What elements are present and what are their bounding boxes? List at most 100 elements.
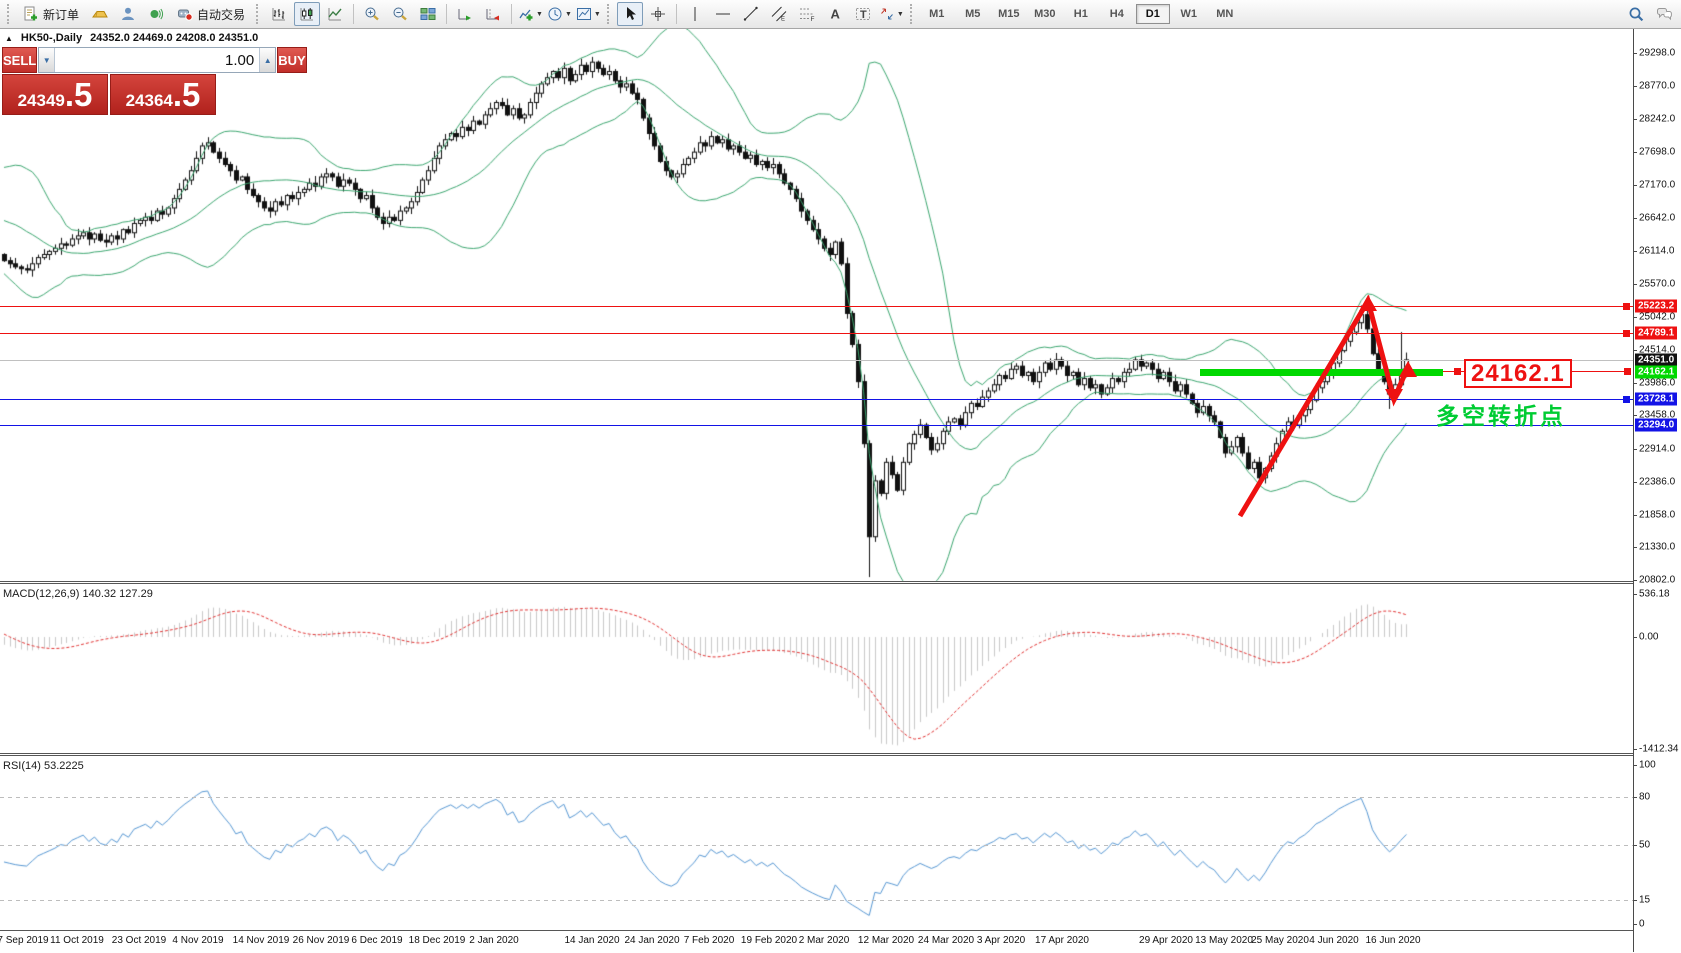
date-axis-label: 14 Jan 2020 [564, 935, 620, 946]
tile-windows-button[interactable] [415, 2, 441, 26]
price-axis-label: 28770.0 [1639, 80, 1676, 92]
chevron-down-icon[interactable]: ▼ [536, 10, 543, 18]
search-button[interactable] [1623, 2, 1649, 26]
profile-button[interactable] [115, 2, 141, 26]
price-axis-label: 25570.0 [1639, 278, 1676, 290]
date-axis-label: 13 May 2020 [1195, 935, 1253, 946]
price-annotation-box[interactable]: 24162.1 [1464, 359, 1572, 388]
macd-axis-label: -1412.34 [1639, 743, 1679, 755]
timeframe-h1[interactable]: H1 [1073, 8, 1088, 20]
periods-button[interactable]: ▼ [546, 2, 573, 26]
date-axis-label: 25 May 2020 [1251, 935, 1309, 946]
price-axis-value-box: 24162.1 [1635, 365, 1678, 379]
indicators-button[interactable]: ▼ [517, 2, 544, 26]
macd-axis-label: 0.00 [1639, 631, 1659, 643]
volume-input[interactable] [55, 48, 260, 72]
crosshair-button[interactable] [645, 2, 671, 26]
sell-price-box[interactable]: 24349 .5 [2, 74, 108, 115]
news-button[interactable] [143, 2, 169, 26]
text-button[interactable]: A [822, 2, 848, 26]
price-chart-canvas[interactable] [0, 29, 1633, 952]
timeframe-mn[interactable]: MN [1216, 8, 1234, 20]
cursor-button[interactable] [616, 2, 643, 26]
line-chart-button[interactable] [322, 2, 348, 26]
new-order-button[interactable]: 新订单 [17, 2, 85, 26]
price-axis-label: 21858.0 [1639, 509, 1676, 521]
horizontal-line-button[interactable] [710, 2, 736, 26]
volume-increase-button[interactable]: ▲ [259, 48, 276, 72]
date-axis-label: 18 Dec 2019 [408, 935, 466, 946]
channel-button[interactable]: E [766, 2, 792, 26]
support-line-23294[interactable] [0, 425, 1633, 426]
resistance-line-25223-marker[interactable] [1623, 303, 1630, 310]
price-axis-label: 29298.0 [1639, 47, 1676, 59]
fibo-icon: F [799, 6, 815, 22]
textT-icon: T [855, 6, 871, 22]
autotrading-button[interactable]: 自动交易 [171, 2, 251, 26]
timeframe-m15[interactable]: M15 [998, 8, 1020, 20]
annotation-connector-right [1550, 371, 1624, 372]
price-axis-tick [1633, 514, 1637, 516]
new-order-icon [23, 6, 39, 22]
trendline-button[interactable] [738, 2, 764, 26]
timeframe-m1[interactable]: M1 [929, 8, 945, 20]
price-axis-tick [1633, 481, 1637, 483]
timeframe-d1[interactable]: D1 [1135, 4, 1170, 24]
channel-icon: E [771, 6, 787, 22]
zoom-in-button[interactable] [359, 2, 385, 26]
autoscroll-icon [457, 6, 473, 22]
sell-button[interactable]: SELL [2, 47, 38, 73]
price-axis-tick [1633, 118, 1637, 120]
price-axis-tick [1633, 185, 1637, 186]
support-line-23728[interactable] [0, 399, 1633, 400]
buy-price-box[interactable]: 24364 .5 [110, 74, 216, 115]
volume-decrease-button[interactable]: ▼ [39, 48, 56, 72]
text-label-button[interactable]: T [850, 2, 876, 26]
date-axis-label: 14 Nov 2019 [232, 935, 290, 946]
zoom-out-button[interactable] [387, 2, 413, 26]
candles-icon [299, 6, 315, 22]
templates-button[interactable]: ▼ [575, 2, 602, 26]
timeframe-h4[interactable]: H4 [1109, 8, 1124, 20]
vertical-line-button[interactable] [682, 2, 708, 26]
support-band-24162[interactable] [1200, 369, 1443, 376]
chat-button[interactable] [1651, 2, 1677, 26]
collapse-triangle-icon[interactable]: ▲ [5, 33, 13, 43]
resistance-line-24789-marker[interactable] [1623, 330, 1630, 337]
resistance-line-25223[interactable] [0, 306, 1633, 307]
support-line-23728-marker[interactable] [1623, 396, 1630, 403]
candlestick-chart-button[interactable] [294, 2, 321, 26]
turning-point-label[interactable]: 多空转折点 [1436, 403, 1566, 429]
macd-pane-divider[interactable] [0, 581, 1633, 584]
market-watch-button[interactable] [87, 2, 113, 26]
price-axis-tick [1633, 415, 1637, 417]
annotation-square-left[interactable] [1454, 368, 1461, 375]
timeframe-m30[interactable]: M30 [1034, 8, 1056, 20]
chart-shift-button[interactable] [480, 2, 506, 26]
price-axis-tick [1633, 152, 1637, 154]
zigzag-arrow-annotation[interactable] [0, 29, 1633, 952]
price-axis-label: 20802.0 [1639, 574, 1676, 586]
timeframe-w1[interactable]: W1 [1180, 8, 1198, 20]
rsi-pane-divider[interactable] [0, 753, 1633, 756]
toolbar-grip [606, 4, 612, 24]
price-axis-tick [1633, 547, 1637, 549]
timeframe-m5[interactable]: M5 [965, 8, 981, 20]
bar-chart-button[interactable] [266, 2, 292, 26]
clock-icon [547, 6, 563, 22]
buy-button[interactable]: BUY [277, 47, 307, 73]
buy-price-big: .5 [172, 76, 201, 113]
annotation-square-right[interactable] [1624, 368, 1631, 375]
date-axis-label: 7 Feb 2020 [683, 935, 735, 946]
resistance-line-24789[interactable] [0, 333, 1633, 334]
chevron-down-icon[interactable]: ▼ [896, 10, 904, 18]
volume-spinner: ▼ ▲ [38, 47, 277, 73]
auto-scroll-button[interactable] [452, 2, 478, 26]
price-axis-label: 27170.0 [1639, 179, 1676, 191]
chevron-down-icon[interactable]: ▼ [593, 10, 601, 18]
fibonacci-button[interactable]: F [794, 2, 820, 26]
price-axis-label: 23986.0 [1639, 377, 1676, 389]
chevron-down-icon[interactable]: ▼ [564, 10, 572, 18]
toolbar-separator [446, 4, 448, 24]
arrows-button[interactable]: ▼ [878, 2, 905, 26]
